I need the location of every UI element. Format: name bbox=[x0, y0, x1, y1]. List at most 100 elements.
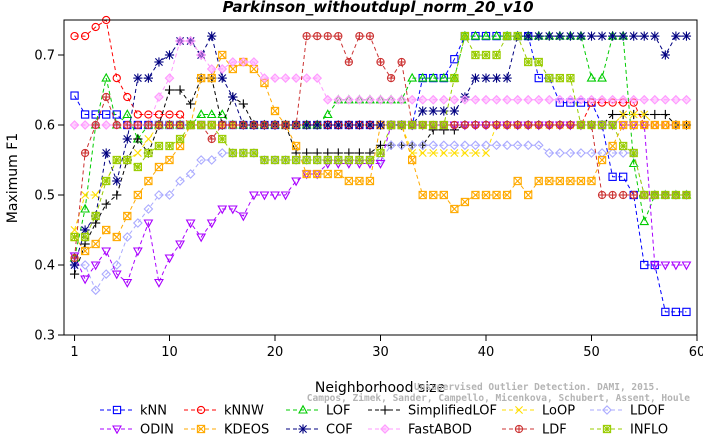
data-point bbox=[80, 120, 90, 130]
data-point bbox=[333, 94, 344, 104]
data-point bbox=[365, 120, 375, 130]
data-point bbox=[280, 191, 291, 201]
data-point bbox=[270, 191, 280, 201]
data-point bbox=[206, 64, 217, 74]
data-point bbox=[681, 94, 692, 105]
data-point bbox=[259, 73, 270, 83]
data-point bbox=[344, 120, 354, 130]
data-point bbox=[460, 149, 469, 157]
data-point bbox=[470, 73, 481, 83]
data-point bbox=[217, 73, 227, 83]
data-point bbox=[90, 261, 101, 271]
data-point bbox=[418, 106, 428, 116]
data-point bbox=[650, 190, 659, 200]
data-point bbox=[502, 140, 512, 151]
data-point bbox=[111, 270, 122, 280]
data-point bbox=[628, 121, 639, 131]
data-point bbox=[102, 92, 111, 102]
data-point bbox=[597, 31, 607, 41]
legend-item-knnw: kNNW bbox=[184, 404, 264, 419]
data-point bbox=[375, 159, 386, 169]
legend-item-kdeos: KDEOS bbox=[184, 423, 269, 434]
data-point bbox=[576, 120, 586, 130]
credit-line-1: Unsupervised Outlier Detection. DAMI, 20… bbox=[414, 382, 660, 393]
data-point bbox=[618, 121, 629, 131]
data-point bbox=[185, 169, 196, 179]
data-point bbox=[375, 155, 386, 165]
data-point bbox=[123, 92, 132, 102]
data-point bbox=[619, 110, 628, 119]
chart-title: Parkinson_withoutdupl_norm_20_v10 bbox=[222, 0, 533, 16]
data-point bbox=[544, 148, 555, 158]
data-point bbox=[449, 94, 460, 105]
data-point bbox=[523, 94, 534, 105]
legend-label: ODIN bbox=[140, 423, 174, 434]
data-point bbox=[607, 94, 618, 105]
data-point bbox=[375, 94, 386, 105]
data-point bbox=[196, 155, 207, 165]
data-point bbox=[249, 148, 259, 158]
data-point bbox=[102, 110, 111, 119]
data-point bbox=[492, 50, 501, 60]
x-tick-label: 1 bbox=[70, 345, 78, 360]
data-point bbox=[576, 148, 586, 158]
data-point bbox=[649, 94, 660, 105]
data-point bbox=[640, 110, 649, 119]
data-point bbox=[218, 50, 227, 60]
data-point bbox=[227, 57, 238, 67]
data-point bbox=[449, 140, 460, 151]
data-point bbox=[112, 190, 122, 200]
data-point bbox=[344, 57, 353, 67]
data-point bbox=[566, 176, 575, 186]
data-point bbox=[597, 72, 607, 82]
data-point bbox=[197, 73, 206, 83]
data-point bbox=[239, 148, 248, 158]
data-point bbox=[502, 190, 512, 200]
data-point bbox=[555, 98, 564, 107]
data-point bbox=[313, 31, 322, 41]
data-point bbox=[355, 31, 364, 41]
data-point bbox=[576, 98, 586, 107]
data-point bbox=[608, 120, 617, 130]
data-point bbox=[491, 140, 502, 151]
data-point bbox=[196, 233, 207, 243]
legend-label: KDEOS bbox=[224, 423, 269, 434]
data-point bbox=[133, 110, 142, 119]
data-point bbox=[101, 148, 111, 158]
data-point bbox=[629, 110, 638, 119]
data-point bbox=[608, 172, 617, 181]
data-point bbox=[143, 73, 153, 83]
data-point bbox=[376, 57, 385, 67]
data-point bbox=[417, 94, 428, 105]
data-point bbox=[302, 155, 311, 165]
data-point bbox=[217, 205, 228, 215]
data-point bbox=[312, 120, 322, 130]
data-point bbox=[629, 98, 638, 107]
data-point bbox=[281, 120, 290, 130]
data-point bbox=[418, 120, 427, 130]
data-point bbox=[112, 176, 122, 186]
legend-marker bbox=[380, 405, 390, 415]
data-point bbox=[545, 73, 554, 83]
data-point bbox=[333, 120, 343, 130]
legend-item-ldf: LDF bbox=[502, 423, 567, 434]
data-point bbox=[91, 110, 100, 119]
data-point bbox=[123, 155, 132, 165]
data-point bbox=[238, 212, 249, 222]
data-point bbox=[144, 148, 153, 158]
data-point bbox=[597, 148, 607, 158]
data-point bbox=[460, 197, 470, 207]
data-point bbox=[639, 121, 650, 131]
data-point bbox=[608, 109, 618, 120]
data-point bbox=[607, 148, 618, 158]
data-point bbox=[101, 199, 111, 209]
data-point bbox=[587, 176, 596, 186]
data-point bbox=[249, 120, 259, 130]
data-point bbox=[185, 36, 196, 46]
data-point bbox=[217, 64, 228, 74]
data-point bbox=[471, 120, 480, 130]
legend-item-loop: LoOP bbox=[502, 404, 575, 419]
data-point bbox=[185, 219, 196, 229]
data-point bbox=[608, 190, 617, 200]
